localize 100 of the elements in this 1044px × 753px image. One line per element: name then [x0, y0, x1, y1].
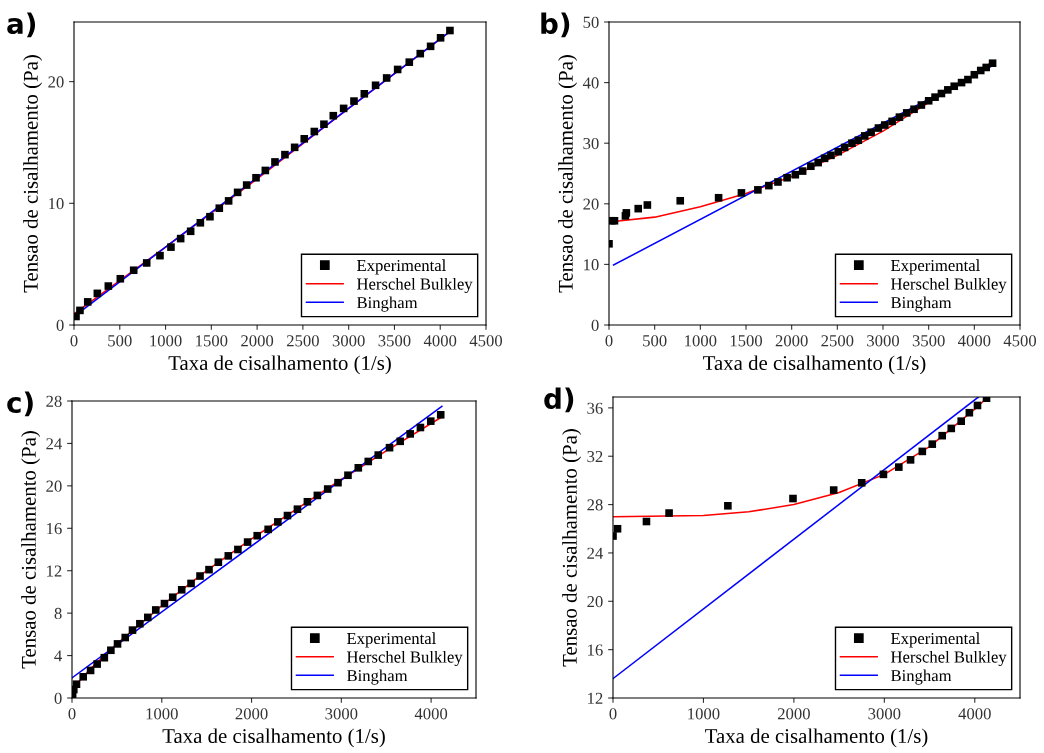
point — [205, 565, 213, 574]
legend-label: Experimental — [346, 632, 436, 648]
x-axis-title: Taxa de cisalhamento (1/s) — [162, 728, 385, 748]
point — [416, 49, 425, 58]
point — [665, 509, 673, 517]
point — [196, 218, 205, 227]
point — [931, 93, 939, 101]
point — [79, 672, 88, 681]
x-tick-label: 3000 — [868, 708, 901, 720]
legend-label: Herschel Bulkley — [890, 277, 1007, 294]
point — [224, 197, 233, 205]
point — [329, 111, 338, 120]
y-tick-label: 16 — [588, 644, 603, 656]
point — [406, 430, 414, 438]
point — [829, 486, 838, 494]
point — [76, 306, 84, 315]
point — [714, 193, 723, 202]
x-axis-title: Taxa de cisalhamento (1/s) — [168, 355, 391, 375]
point — [938, 431, 947, 440]
point — [128, 626, 137, 634]
point — [888, 117, 896, 126]
y-tick-label: 24 — [587, 547, 604, 559]
point — [121, 633, 130, 642]
y-tick-label: 28 — [587, 499, 603, 511]
point — [271, 158, 279, 166]
point — [215, 204, 224, 212]
y-axis-title: Tensao de cisalhamento (Pa) — [23, 55, 43, 293]
point — [243, 538, 252, 546]
x-tick-label: 3500 — [378, 335, 411, 347]
x-axis-title: Taxa de cisalhamento (1/s) — [703, 355, 926, 375]
point — [187, 579, 195, 588]
y-tick-label: 12 — [588, 692, 603, 704]
x-tick-label: 4000 — [423, 335, 457, 347]
legend-label: Experimental — [890, 632, 980, 648]
point — [928, 440, 937, 448]
y-tick-label: 40 — [582, 77, 599, 89]
x-tick-label: 4500 — [469, 335, 503, 347]
point — [214, 558, 223, 567]
point — [186, 227, 195, 236]
point — [234, 545, 242, 554]
point — [168, 593, 177, 602]
y-tick-label: 30 — [583, 137, 599, 150]
point — [206, 212, 214, 221]
point — [789, 494, 797, 503]
y-tick-label: 20 — [48, 76, 64, 88]
x-tick-label: 500 — [643, 335, 667, 347]
x-tick-label: 4000 — [414, 708, 448, 720]
x-tick-label: 0 — [609, 708, 617, 720]
point — [754, 186, 762, 194]
point — [151, 606, 160, 614]
y-tick-label: 12 — [47, 565, 62, 577]
point — [129, 266, 138, 275]
legend-label: Bingham — [356, 296, 418, 312]
point — [136, 619, 144, 628]
point — [881, 121, 889, 129]
point — [676, 196, 685, 205]
x-tick-label: 1500 — [196, 335, 228, 347]
x-tick-label: 2500 — [821, 335, 854, 347]
y-tick-label: 50 — [583, 16, 599, 28]
x-tick-label: 0 — [68, 708, 76, 720]
point — [791, 170, 800, 179]
point — [834, 147, 843, 156]
point — [857, 479, 866, 487]
point — [827, 151, 835, 160]
point — [364, 457, 373, 466]
legend-label: Herschel Bulkley — [890, 650, 1007, 667]
point — [950, 82, 959, 91]
point — [965, 408, 974, 417]
y-tick-label: 8 — [54, 607, 62, 620]
y-tick-label: 0 — [54, 692, 62, 704]
point — [906, 456, 915, 464]
legend-label: Bingham — [890, 669, 952, 685]
y-tick-label: 16 — [47, 523, 62, 535]
point — [274, 518, 282, 526]
point — [196, 572, 204, 580]
point — [253, 531, 262, 540]
point — [93, 660, 101, 668]
point — [643, 201, 652, 209]
x-tick-label: 500 — [108, 335, 132, 347]
point — [252, 173, 260, 182]
x-tick-label: 4000 — [957, 335, 991, 347]
point — [104, 282, 113, 290]
chart-title: a) — [7, 12, 36, 38]
legend-label: Herschel Bulkley — [346, 650, 463, 667]
y-tick-label: 32 — [587, 450, 603, 463]
point — [446, 26, 454, 35]
x-tick-label: 1000 — [685, 335, 717, 347]
point — [765, 181, 773, 190]
x-tick-label: 2000 — [775, 335, 808, 347]
point — [405, 58, 414, 66]
point — [72, 680, 81, 689]
legend-label: Experimental — [890, 259, 980, 275]
point — [360, 89, 369, 98]
point — [982, 63, 991, 72]
point — [354, 464, 363, 472]
x-tick-label: 1000 — [146, 708, 178, 720]
y-tick-label: 24 — [46, 438, 63, 450]
x-tick-label: 3000 — [325, 708, 358, 720]
y-tick-label: 28 — [46, 395, 62, 407]
x-tick-label: 1000 — [688, 708, 720, 720]
